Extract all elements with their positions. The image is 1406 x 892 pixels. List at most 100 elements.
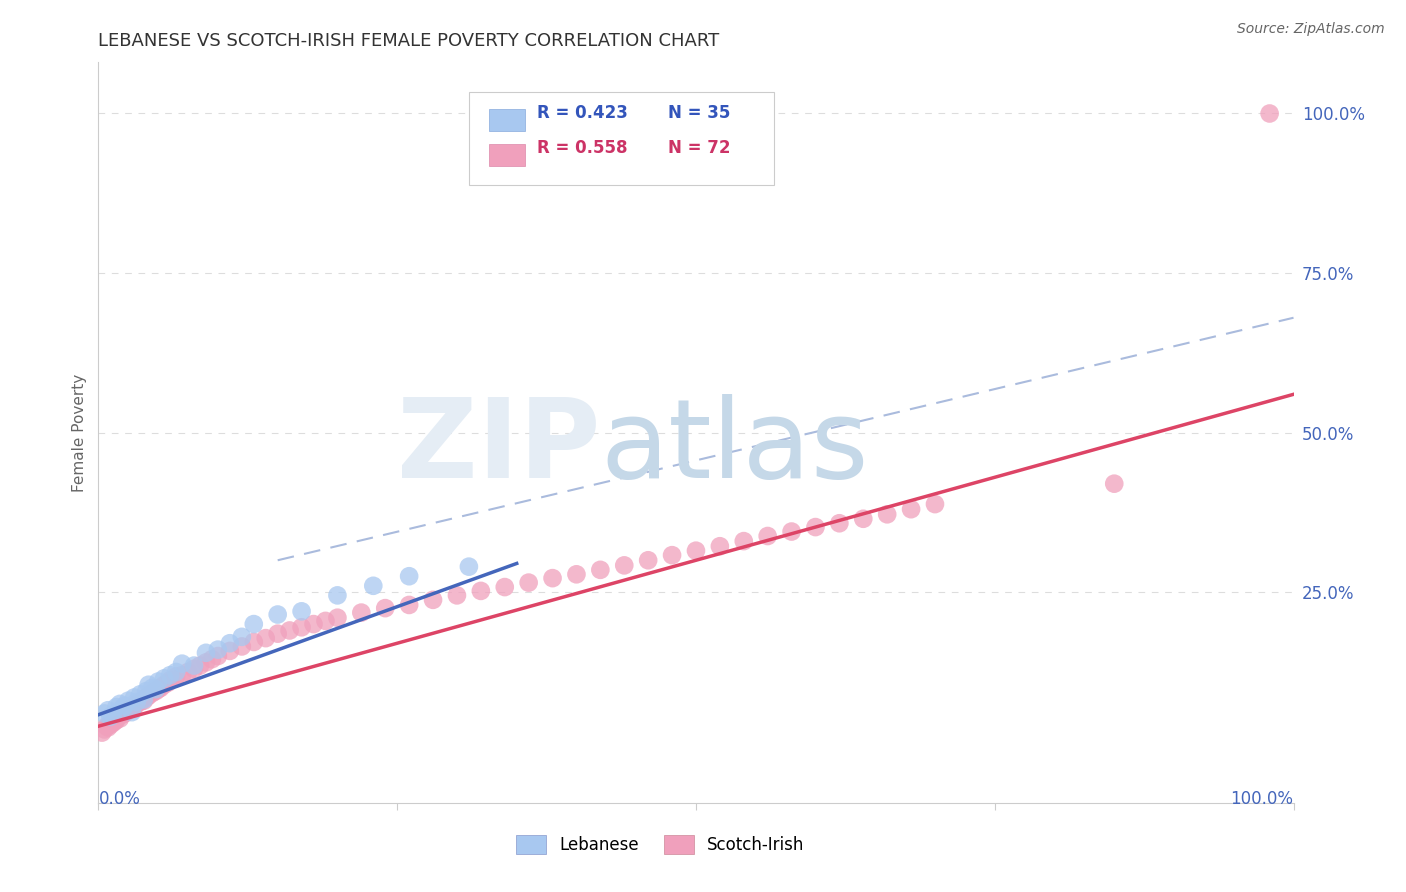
Point: [828, 516, 851, 531]
Point: [145, 684, 167, 698]
Point: [565, 567, 588, 582]
Point: [876, 508, 898, 522]
FancyBboxPatch shape: [470, 92, 773, 185]
Y-axis label: Female Poverty: Female Poverty: [72, 374, 87, 491]
Point: [111, 707, 134, 722]
Point: [494, 580, 516, 594]
Point: [446, 588, 468, 602]
Point: [924, 497, 946, 511]
Point: [98, 718, 122, 732]
Point: [231, 630, 253, 644]
Point: [852, 512, 875, 526]
Point: [132, 694, 155, 708]
Point: [159, 673, 181, 688]
Text: N = 72: N = 72: [668, 139, 731, 157]
Point: [145, 682, 167, 697]
Point: [201, 652, 224, 666]
Point: [96, 719, 118, 733]
Point: [613, 558, 636, 573]
Point: [780, 524, 803, 539]
Point: [589, 563, 612, 577]
Point: [121, 705, 143, 719]
Point: [101, 707, 124, 722]
Point: [165, 669, 187, 683]
Point: [207, 648, 229, 663]
Point: [105, 713, 128, 727]
Text: 100.0%: 100.0%: [1230, 790, 1294, 808]
Point: [267, 626, 290, 640]
Point: [108, 697, 131, 711]
Point: [98, 709, 122, 723]
Point: [709, 539, 731, 553]
Point: [398, 569, 420, 583]
Point: [125, 697, 148, 711]
Point: [243, 635, 266, 649]
Point: [148, 674, 170, 689]
Point: [302, 617, 325, 632]
Point: [685, 543, 707, 558]
Point: [97, 721, 120, 735]
Point: [141, 686, 163, 700]
Point: [326, 588, 349, 602]
Point: [661, 548, 683, 562]
Point: [156, 675, 179, 690]
Point: [159, 668, 181, 682]
Point: [756, 529, 779, 543]
Text: R = 0.558: R = 0.558: [537, 139, 627, 157]
Point: [398, 598, 420, 612]
Point: [97, 703, 120, 717]
Point: [107, 709, 129, 723]
Point: [129, 695, 152, 709]
Point: [637, 553, 659, 567]
Point: [458, 559, 481, 574]
Point: [350, 606, 373, 620]
Point: [138, 678, 160, 692]
Point: [326, 611, 349, 625]
Point: [124, 690, 146, 705]
Point: [141, 681, 163, 695]
Point: [132, 692, 155, 706]
Point: [900, 502, 922, 516]
Point: [114, 698, 136, 713]
Point: [125, 695, 148, 709]
Point: [219, 644, 242, 658]
Point: [278, 624, 301, 638]
Legend: Lebanese, Scotch-Irish: Lebanese, Scotch-Irish: [509, 829, 811, 861]
Point: [135, 684, 157, 698]
FancyBboxPatch shape: [489, 109, 524, 131]
Text: Source: ZipAtlas.com: Source: ZipAtlas.com: [1237, 22, 1385, 37]
Point: [231, 640, 253, 654]
Point: [291, 620, 314, 634]
Point: [1258, 106, 1281, 120]
Text: ZIP: ZIP: [396, 394, 600, 501]
Point: [195, 646, 218, 660]
Point: [153, 671, 176, 685]
Point: [101, 716, 124, 731]
Text: N = 35: N = 35: [668, 104, 731, 122]
Point: [243, 617, 266, 632]
Point: [733, 534, 755, 549]
Point: [172, 668, 194, 682]
Point: [129, 687, 152, 701]
Point: [804, 520, 827, 534]
Point: [172, 657, 194, 671]
Point: [188, 658, 211, 673]
Point: [105, 700, 128, 714]
Point: [104, 714, 127, 728]
Point: [219, 636, 242, 650]
Point: [138, 689, 160, 703]
Point: [470, 583, 492, 598]
Point: [124, 700, 146, 714]
Point: [117, 703, 139, 717]
Point: [363, 579, 385, 593]
Text: LEBANESE VS SCOTCH-IRISH FEMALE POVERTY CORRELATION CHART: LEBANESE VS SCOTCH-IRISH FEMALE POVERTY …: [98, 32, 720, 50]
Point: [254, 631, 277, 645]
Point: [135, 690, 157, 705]
Point: [267, 607, 290, 622]
Text: R = 0.423: R = 0.423: [537, 104, 628, 122]
Point: [153, 678, 176, 692]
Point: [91, 725, 114, 739]
Text: 0.0%: 0.0%: [98, 790, 141, 808]
Point: [108, 712, 131, 726]
Point: [148, 682, 170, 697]
